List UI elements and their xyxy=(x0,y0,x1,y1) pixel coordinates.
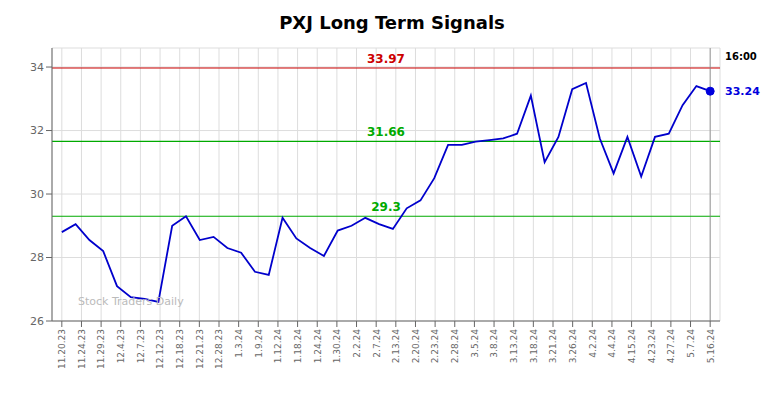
svg-text:28: 28 xyxy=(30,251,44,264)
html-text:Stock Traders Daily: Stock Traders Daily xyxy=(78,295,184,308)
svg-text:3.13.24: 3.13.24 xyxy=(509,329,519,364)
svg-text:34: 34 xyxy=(30,61,44,74)
svg-text:11.20.23: 11.20.23 xyxy=(57,329,67,369)
svg-text:4.15.24: 4.15.24 xyxy=(627,329,637,364)
svg-text:1.9.24: 1.9.24 xyxy=(254,329,264,358)
svg-text:2.2.24: 2.2.24 xyxy=(352,329,362,358)
svg-text:2.28.24: 2.28.24 xyxy=(450,329,460,364)
svg-text:3.5.24: 3.5.24 xyxy=(470,329,480,358)
svg-text:31.66: 31.66 xyxy=(367,125,405,139)
svg-text:16:00: 16:00 xyxy=(725,51,757,62)
svg-text:3.18.24: 3.18.24 xyxy=(529,329,539,364)
svg-text:4.23.24: 4.23.24 xyxy=(647,329,657,364)
svg-text:1.24.24: 1.24.24 xyxy=(313,329,323,364)
svg-text:4.2.24: 4.2.24 xyxy=(588,329,598,358)
svg-text:30: 30 xyxy=(30,188,44,201)
svg-text:2.23.24: 2.23.24 xyxy=(431,329,441,364)
svg-text:5.16.24: 5.16.24 xyxy=(706,329,716,364)
svg-text:32: 32 xyxy=(30,124,44,137)
svg-text:12.28.23: 12.28.23 xyxy=(214,329,224,369)
svg-text:3.8.24: 3.8.24 xyxy=(489,329,499,358)
svg-text:29.3: 29.3 xyxy=(371,200,401,214)
svg-text:33.97: 33.97 xyxy=(367,52,405,66)
svg-text:1.12.24: 1.12.24 xyxy=(273,329,283,364)
svg-text:33.24: 33.24 xyxy=(725,85,760,98)
svg-text:1.30.24: 1.30.24 xyxy=(332,329,342,364)
svg-text:5.7.24: 5.7.24 xyxy=(686,329,696,358)
svg-text:12.21.23: 12.21.23 xyxy=(195,329,205,369)
svg-text:2.7.24: 2.7.24 xyxy=(372,329,382,358)
svg-text:2.20.24: 2.20.24 xyxy=(411,329,421,364)
svg-text:3.21.24: 3.21.24 xyxy=(548,329,558,364)
svg-text:11.24.23: 11.24.23 xyxy=(77,329,87,369)
svg-text:12.4.23: 12.4.23 xyxy=(116,329,126,363)
html-text:PXJ Long Term Signals: PXJ Long Term Signals xyxy=(279,12,505,33)
svg-text:2.13.24: 2.13.24 xyxy=(391,329,401,364)
svg-text:12.12.23: 12.12.23 xyxy=(155,329,165,369)
svg-text:26: 26 xyxy=(30,315,44,328)
svg-text:12.7.23: 12.7.23 xyxy=(136,329,146,363)
svg-text:3.26.24: 3.26.24 xyxy=(568,329,578,364)
svg-text:4.27.24: 4.27.24 xyxy=(666,329,676,364)
svg-text:1.18.24: 1.18.24 xyxy=(293,329,303,364)
svg-text:12.18.23: 12.18.23 xyxy=(175,329,185,369)
svg-text:11.29.23: 11.29.23 xyxy=(97,329,107,369)
svg-text:1.3.24: 1.3.24 xyxy=(234,329,244,358)
svg-text:4.4.24: 4.4.24 xyxy=(607,329,617,358)
